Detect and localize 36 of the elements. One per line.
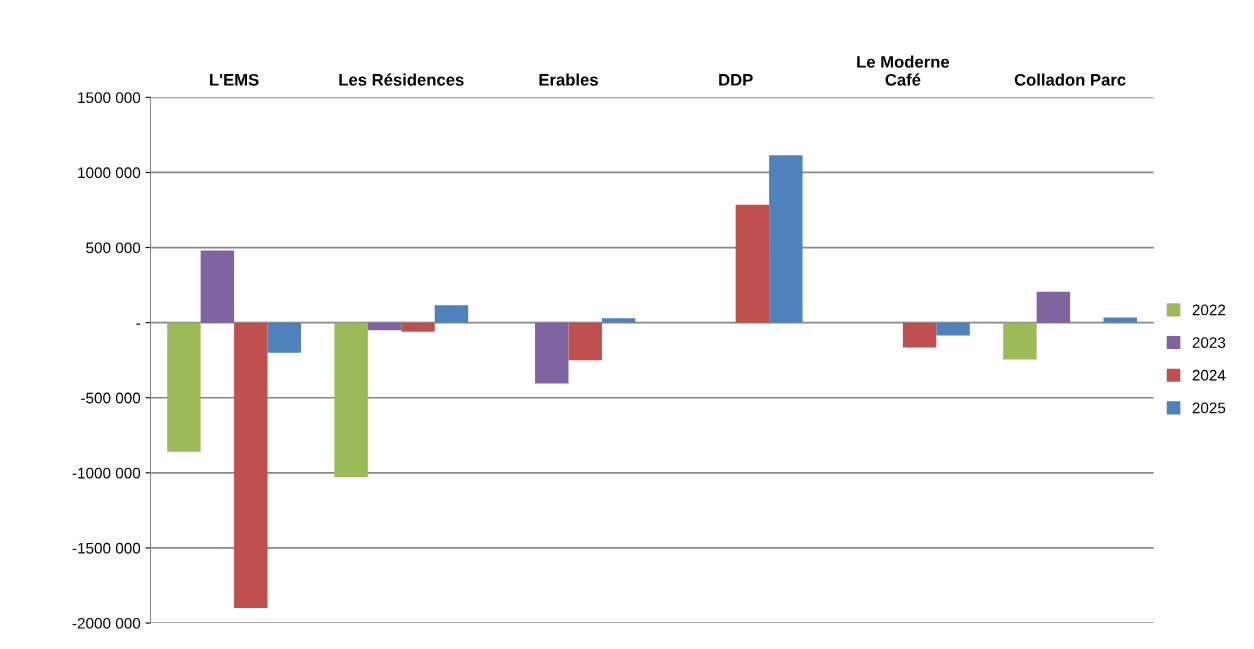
y-tick-label: 500 000 [86, 242, 141, 254]
x-tick-label: Colladon Parc [1014, 73, 1126, 86]
bar [1003, 322, 1037, 360]
legend-label: 2024 [1192, 369, 1226, 381]
bar [334, 322, 368, 478]
bar [1036, 291, 1071, 323]
x-tick-label: DDP [719, 74, 753, 86]
y-tick-label: 1500 000 [78, 92, 141, 104]
x-tick-label: Le Moderne Café [857, 55, 950, 86]
bar [936, 322, 970, 336]
x-tick-label: Les Résidences [339, 73, 464, 86]
y-tick-label: -2000 000 [72, 617, 141, 629]
y-tick-label: 1000 000 [78, 167, 141, 179]
x-tick-label: Erables [539, 73, 598, 86]
bar [401, 322, 435, 332]
legend-label: 2022 [1192, 304, 1226, 316]
bar [367, 322, 402, 331]
y-tick-label: -500 000 [81, 392, 141, 404]
bar [234, 322, 268, 609]
bar [902, 322, 937, 348]
x-tick-label: L'EMS [210, 73, 259, 86]
legend-label: 2023 [1192, 337, 1226, 349]
bar [535, 322, 569, 384]
bar [601, 318, 636, 323]
y-tick-label: - [136, 323, 141, 325]
bar [769, 155, 803, 323]
bar [167, 322, 201, 452]
bar [434, 305, 469, 323]
bar [200, 250, 235, 323]
bar [267, 322, 301, 353]
bar [735, 204, 770, 323]
legend-label: 2025 [1192, 402, 1226, 414]
bar [568, 322, 602, 361]
y-tick-label: -1000 000 [72, 467, 141, 479]
y-tick-label: -1500 000 [72, 542, 141, 554]
bar [1103, 317, 1137, 323]
